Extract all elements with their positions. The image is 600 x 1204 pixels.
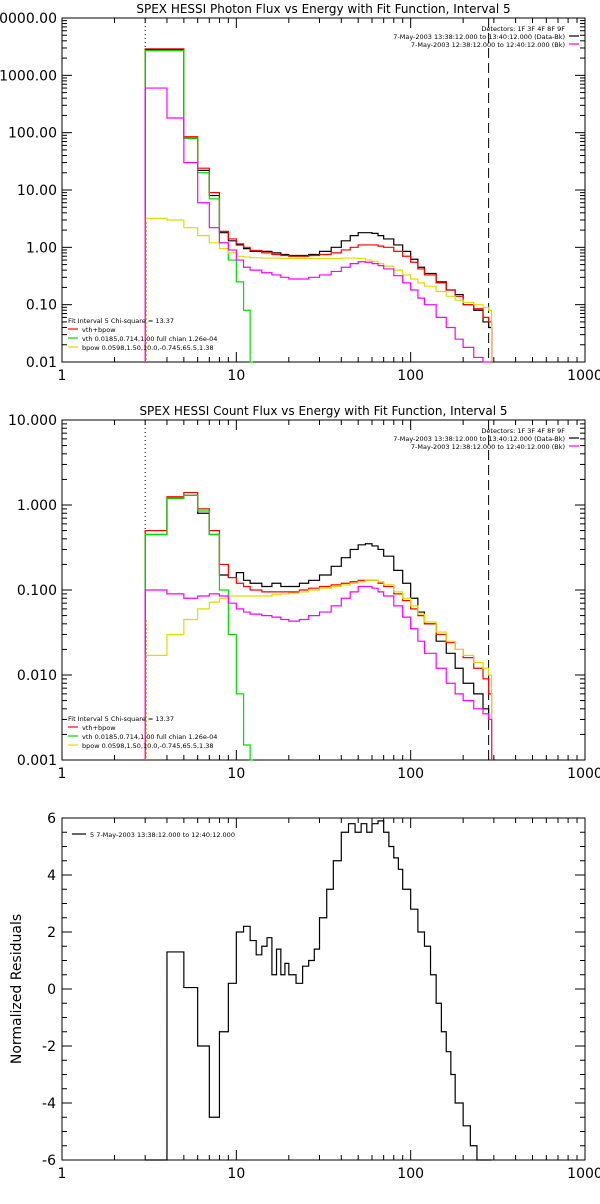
legend-bottom-left-text: vth+bpow	[82, 724, 116, 732]
x-tick-label: 10	[227, 766, 245, 782]
y-tick-label: 1.00	[26, 240, 57, 256]
y-tick-label: 0.100	[17, 583, 57, 599]
y-tick-label: 2	[47, 925, 56, 941]
series-line-1	[144, 494, 493, 760]
x-tick-label: 1	[58, 766, 67, 782]
chart-panel-3: 1 10 100 1000 -6 -4 -2 0 2 4 6 Normalized Residuals…	[9, 811, 600, 1182]
y-tick-label: 0.01	[26, 355, 57, 371]
x-tick-label: 10	[227, 1166, 245, 1182]
series-line-1	[145, 820, 492, 1161]
y-tick-label: 0.010	[17, 668, 57, 684]
x-tick-label: 1000	[567, 1166, 600, 1182]
y-tick-label: 1000.00	[0, 68, 57, 84]
chart-panel-1: SPEX HESSI Photon Flux vs Energy with Fi…	[0, 2, 600, 384]
y-tick-label: 4	[47, 868, 56, 884]
y-tick-label: 100.00	[8, 126, 57, 142]
x-tick-label: 1	[58, 1166, 67, 1182]
legend-fit-header: Fit Interval 5 Chi-square = 13.37	[68, 317, 174, 325]
legend-bottom-left-text: bpow 0.0598,1.50,10.0,-0.745,65.5,1.38	[82, 742, 214, 750]
series-line-3	[144, 50, 254, 363]
x-tick-label: 1000	[567, 766, 600, 782]
series-line-2	[144, 48, 493, 362]
x-tick-label: 10	[227, 368, 245, 384]
series-line-4	[144, 579, 493, 760]
y-tick-label: 6	[47, 811, 56, 827]
legend-top-right-text: 7-May-2003 13:38:12.000 to 13:40:12.000 …	[393, 435, 565, 443]
x-tick-label: 100	[397, 766, 424, 782]
x-tick-label: 1	[58, 368, 67, 384]
chart-panel-2: SPEX HESSI Count Flux vs Energy with Fit…	[8, 404, 600, 782]
legend-bottom-left-text: vth 0.0185,0.714,1.00 full chian 1.26e-0…	[82, 335, 217, 343]
y-tick-label: -4	[42, 1096, 56, 1112]
y-tick-label: -2	[42, 1039, 56, 1055]
y-tick-label: 0.001	[17, 753, 57, 769]
legend-bottom-left-text: vth+bpow	[82, 326, 116, 334]
legend-top-right-text: 7-May-2003 12:38:12.000 to 12:40:12.000 …	[411, 443, 565, 451]
x-tick-label: 100	[397, 1166, 424, 1182]
series-line-3	[144, 494, 254, 761]
series-line-5	[144, 585, 493, 760]
series-line-5	[144, 87, 492, 363]
series-line-2	[144, 491, 493, 760]
plot-frame	[61, 817, 586, 1161]
y-tick-label: -6	[42, 1153, 56, 1169]
legend-fit-header: Fit Interval 5 Chi-square = 13.37	[68, 715, 174, 723]
x-tick-label: 1000	[567, 368, 600, 384]
legend-top-right-text: Detectors: 1F 3F 4F 8F 9F	[481, 25, 565, 33]
y-tick-label: 10.00	[17, 183, 57, 199]
y-tick-label: 1.000	[17, 498, 57, 514]
y-tick-label: 10.000	[8, 413, 57, 429]
x-tick-label: 100	[397, 368, 424, 384]
legend-top-right-text: Detectors: 1F 3F 4F 8F 9F	[481, 427, 565, 435]
y-axis-label: Normalized Residuals	[9, 914, 25, 1064]
legend-top-left-text: 5 7-May-2003 13:38:12.000 to 12:40:12.00…	[90, 831, 235, 839]
y-tick-label: 0	[47, 982, 56, 998]
series-line-4	[144, 217, 493, 362]
legend-bottom-left-text: bpow 0.0598,1.50,10.0,-0.745,65.5,1.38	[82, 344, 214, 352]
series-line-1	[144, 49, 493, 362]
y-tick-label: 0.10	[26, 298, 57, 314]
chart-title: SPEX HESSI Photon Flux vs Energy with Fi…	[136, 2, 510, 16]
plot-frame	[61, 17, 586, 363]
plot-frame	[61, 419, 586, 761]
chart-title: SPEX HESSI Count Flux vs Energy with Fit…	[139, 404, 507, 418]
legend-top-right-text: 7-May-2003 13:38:12.000 to 13:40:12.000 …	[393, 33, 565, 41]
legend-bottom-left-text: vth 0.0185,0.714,1.00 full chian 1.26e-0…	[82, 733, 217, 741]
legend-top-right-text: 7-May-2003 12:38:12.000 to 12:40:12.000 …	[411, 41, 565, 49]
